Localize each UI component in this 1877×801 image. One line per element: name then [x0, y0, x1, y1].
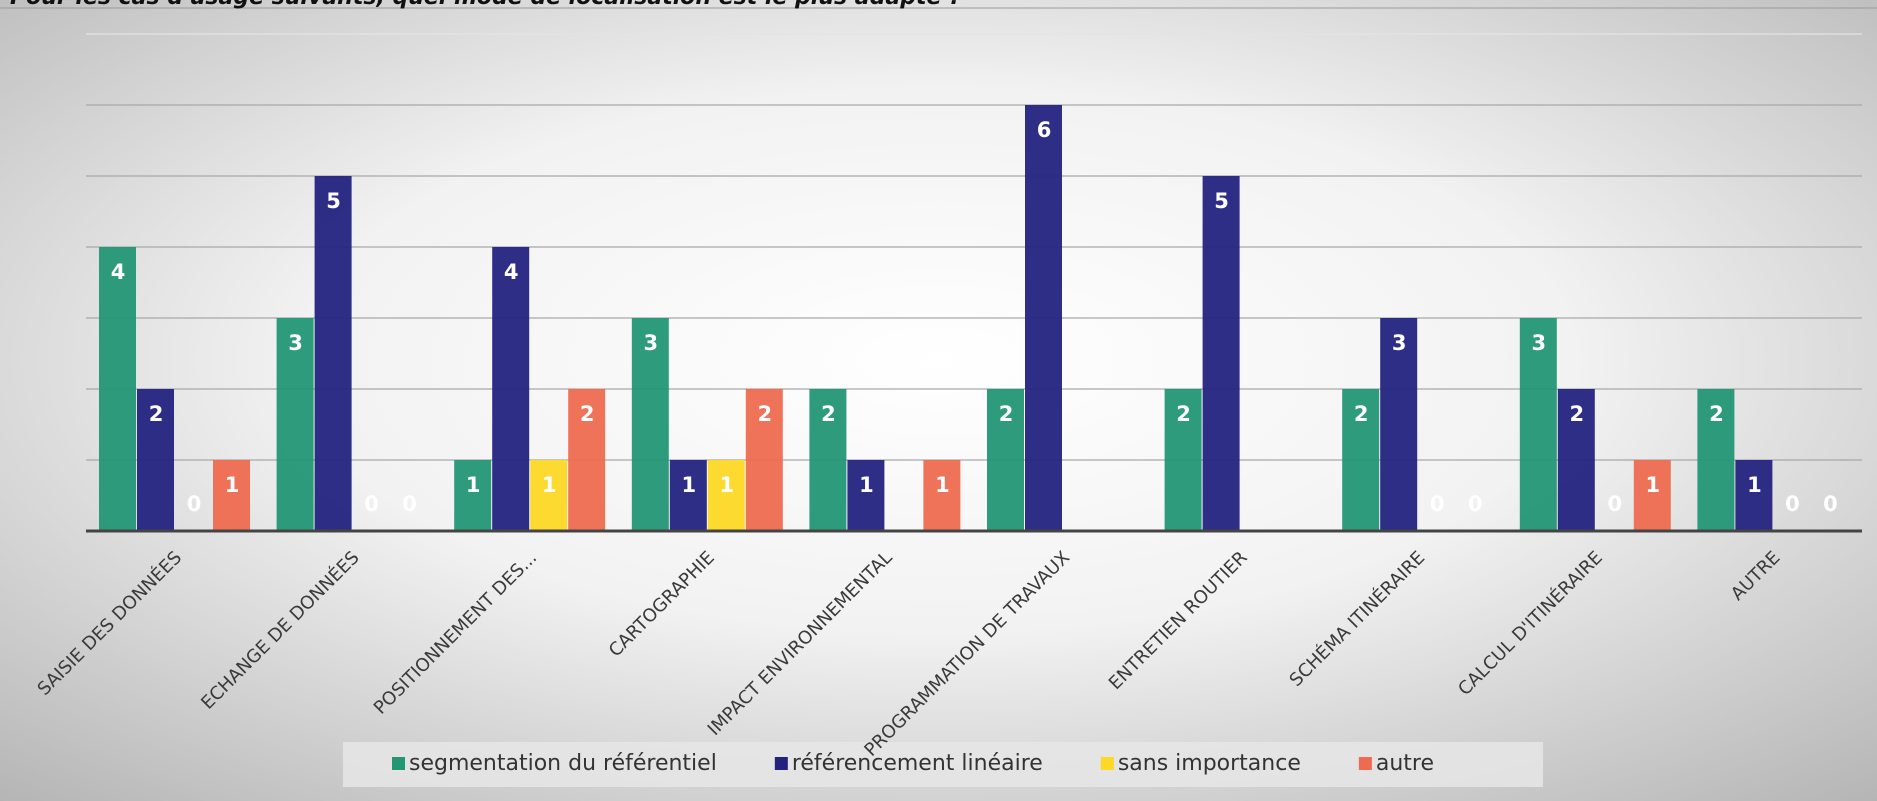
- data-label: 3: [1392, 331, 1407, 355]
- bar: [530, 460, 568, 531]
- bar: [1025, 105, 1062, 531]
- data-label: 0: [1785, 492, 1800, 516]
- data-label: 5: [326, 189, 341, 213]
- legend-label: sans importance: [1118, 751, 1301, 776]
- data-label: 0: [364, 492, 379, 516]
- bar: [492, 247, 530, 531]
- data-label: 4: [111, 260, 126, 284]
- bar: [1202, 176, 1240, 531]
- legend-label: référencement linéaire: [792, 751, 1043, 776]
- chart-title: Pour les cas d'usage suivants, quel mode…: [10, 0, 962, 10]
- bar: [1735, 460, 1773, 531]
- legend-swatch: [1100, 757, 1114, 770]
- data-label: 0: [1430, 492, 1445, 516]
- bar: [454, 460, 492, 531]
- data-label: 2: [1709, 402, 1724, 426]
- data-label: 2: [757, 402, 772, 426]
- bar: [923, 460, 961, 531]
- data-label: 4: [504, 260, 519, 284]
- data-label: 1: [681, 473, 696, 497]
- bar: [1633, 460, 1671, 531]
- bar: [631, 318, 669, 531]
- data-label: 2: [821, 402, 836, 426]
- bar: [99, 247, 136, 531]
- data-label: 2: [1176, 402, 1191, 426]
- legend-swatch: [392, 757, 405, 770]
- bar: [1519, 318, 1557, 531]
- data-label: 0: [187, 492, 202, 516]
- legend-label: autre: [1376, 751, 1434, 776]
- data-label: 1: [1747, 473, 1762, 497]
- bar: [707, 460, 745, 531]
- data-label: 3: [643, 331, 658, 355]
- data-label: 2: [1569, 402, 1584, 426]
- bar: [1697, 389, 1735, 531]
- bar: [1164, 389, 1202, 531]
- data-label: 0: [1468, 492, 1483, 516]
- data-label: 1: [466, 473, 481, 497]
- bar: [568, 389, 606, 531]
- bar: [987, 389, 1024, 531]
- bar: [213, 460, 250, 531]
- data-label: 2: [580, 402, 595, 426]
- bar: [276, 318, 314, 531]
- data-label: 1: [225, 473, 240, 497]
- bar: [745, 389, 783, 531]
- data-label: 1: [935, 473, 950, 497]
- data-label: 1: [542, 473, 557, 497]
- bar: [809, 389, 847, 531]
- data-label: 6: [1037, 118, 1052, 142]
- data-label: 3: [288, 331, 303, 355]
- data-label: 1: [719, 473, 734, 497]
- legend-box: [343, 742, 1543, 787]
- bar: [1342, 389, 1380, 531]
- data-label: 0: [1607, 492, 1622, 516]
- data-label: 5: [1214, 189, 1229, 213]
- data-label: 1: [1645, 473, 1660, 497]
- data-label: 2: [149, 402, 164, 426]
- data-label: 1: [859, 473, 874, 497]
- bar: [1557, 389, 1595, 531]
- data-label: 0: [402, 492, 417, 516]
- data-label: 2: [1354, 402, 1369, 426]
- bar: [1380, 318, 1418, 531]
- bar: [137, 389, 174, 531]
- legend-swatch: [1358, 757, 1372, 770]
- data-label: 0: [1823, 492, 1838, 516]
- data-label: 2: [999, 402, 1014, 426]
- bar: [847, 460, 885, 531]
- data-label: 3: [1531, 331, 1546, 355]
- bar: [314, 176, 352, 531]
- legend-label: segmentation du référentiel: [409, 751, 717, 776]
- legend-swatch: [774, 757, 788, 770]
- bar: [669, 460, 707, 531]
